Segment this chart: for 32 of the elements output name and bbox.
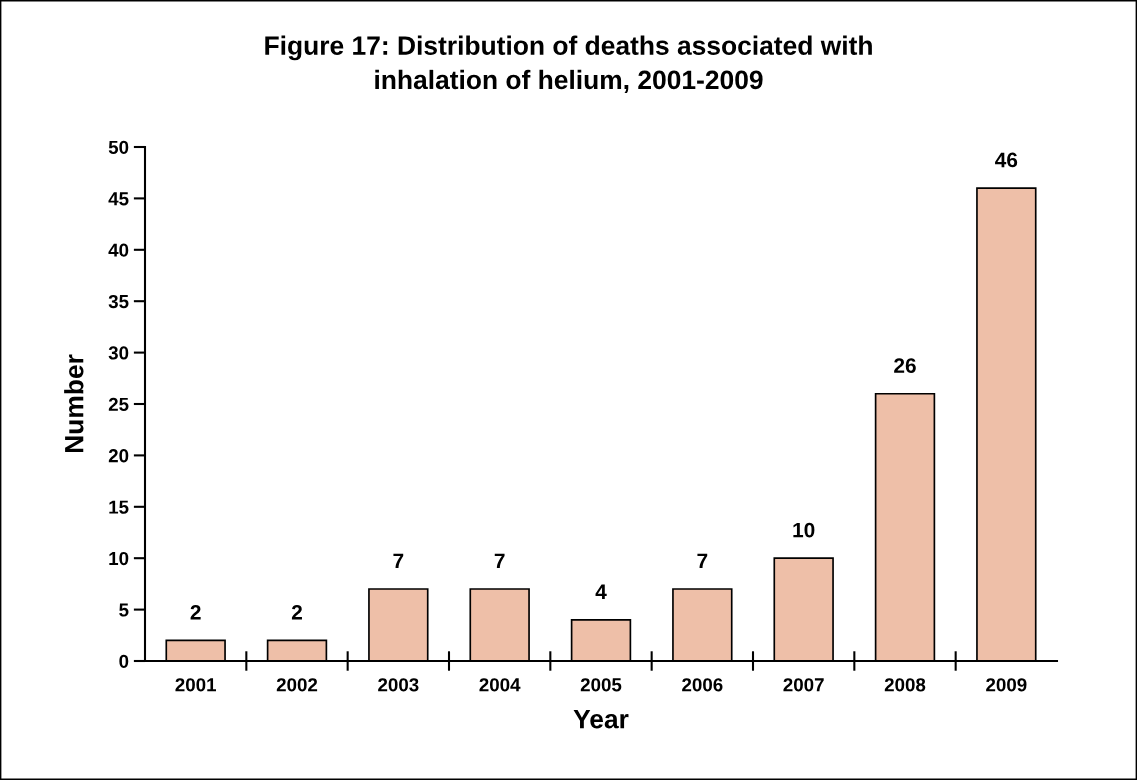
x-tick-label: 2007 [783,678,824,692]
data-label: 7 [393,553,404,569]
x-tick-label: 2003 [378,678,419,692]
y-tick-label: 35 [108,294,129,309]
y-tick-label: 10 [109,551,129,566]
y-tick-label: 0 [119,654,129,668]
y-tick-label: 15 [109,500,129,514]
y-tick-label: 5 [119,603,129,617]
y-tick-label: 45 [108,192,129,206]
x-axis-title: Year [573,710,629,729]
data-label: 7 [697,553,708,569]
data-label: 46 [995,152,1018,168]
y-tick-label: 20 [108,449,129,463]
x-tick-label: 2004 [479,678,521,692]
x-tick-label: 2002 [276,678,318,692]
y-tick-label: 40 [108,243,129,257]
x-tick-label: 2009 [986,678,1027,692]
data-label: 7 [494,553,505,569]
data-label: 26 [894,358,916,373]
x-tick-label: 2008 [884,678,926,692]
data-label: 10 [793,522,815,538]
data-label: 2 [291,604,302,620]
x-tick-label: 2001 [175,678,216,692]
data-label: 2 [190,604,201,620]
y-tick-label: 30 [108,346,129,360]
y-tick-label: 25 [108,397,129,411]
data-label: 4 [595,584,607,599]
y-axis-title: Number [64,354,84,453]
y-tick-label: 50 [108,140,129,154]
chart-title: Figure 17: Distribution of deaths associated with inhalation of helium, 2001-2009 [265,35,872,94]
x-tick-label: 2006 [682,678,723,692]
x-tick-label: 2005 [580,678,622,692]
